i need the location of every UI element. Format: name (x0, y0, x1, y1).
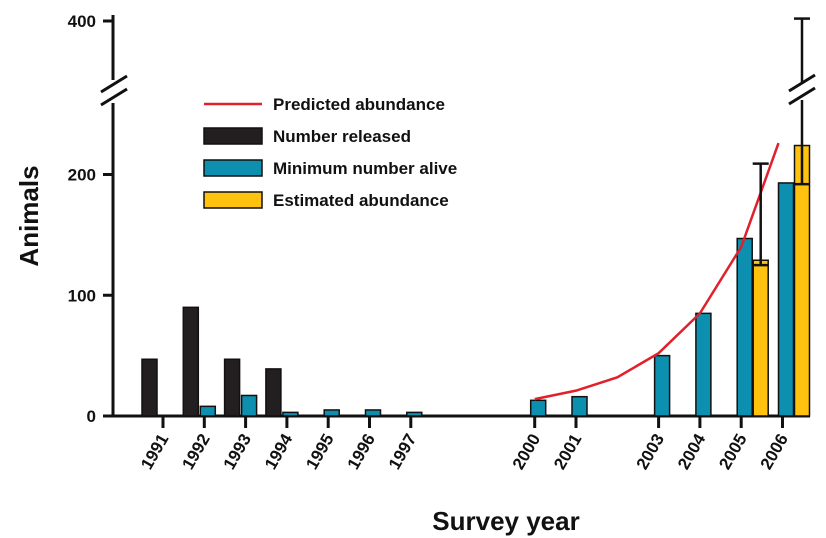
x-tick-label: 1992 (178, 431, 213, 473)
x-tick-label: 2003 (633, 431, 668, 473)
legend-label: Minimum number alive (273, 159, 457, 178)
x-tick-label: 1993 (220, 431, 255, 473)
bar-minimum-number-alive (364, 409, 382, 417)
bar-minimum-number-alive (736, 237, 753, 417)
bar-estimated-abundance (793, 144, 811, 417)
bar-minimum-number-alive (571, 395, 588, 417)
y-tick-labels: 0 100 200 400 (68, 12, 96, 426)
x-tick-label: 2006 (757, 431, 792, 473)
bars (141, 144, 811, 417)
y-axis-break-mark (100, 74, 128, 94)
bar-minimum-number-alive (653, 354, 671, 417)
x-tick-label: 2001 (550, 431, 585, 473)
error-bars (752, 17, 816, 267)
x-axis-title: Survey year (432, 506, 579, 536)
bar-number-released (182, 306, 200, 417)
bar-number-released (265, 368, 282, 417)
bar-minimum-number-alive (240, 394, 258, 417)
y-tick-label: 0 (87, 407, 96, 426)
bar-minimum-number-alive (406, 411, 423, 417)
legend-swatch (203, 159, 263, 177)
x-tick-label: 2000 (509, 431, 544, 473)
bar-minimum-number-alive (529, 399, 547, 417)
bar-minimum-number-alive (323, 409, 340, 417)
x-tick-label: 1996 (344, 431, 379, 473)
x-tick-label: 2005 (715, 431, 750, 473)
x-tick-label: 1994 (261, 430, 297, 473)
bar-number-released (141, 358, 158, 417)
x-tick-label: 2004 (674, 430, 710, 473)
bar-minimum-number-alive (695, 312, 712, 417)
legend-label: Number released (273, 127, 411, 146)
error-bar-break-mark (788, 86, 816, 106)
predicted-line-layer (534, 142, 780, 401)
y-tick-label: 200 (68, 166, 96, 185)
predicted-abundance-line (534, 142, 780, 401)
bar-minimum-number-alive (282, 411, 299, 417)
y-axis-break-mark (100, 87, 128, 107)
legend-label: Predicted abundance (273, 95, 445, 114)
bar-minimum-number-alive (777, 182, 795, 417)
legend-swatch (203, 191, 263, 209)
x-tick-label: 1995 (302, 431, 337, 473)
bar-minimum-number-alive (199, 405, 217, 417)
y-axis-title: Animals (14, 165, 44, 266)
y-tick-label: 100 (68, 286, 96, 305)
bar-estimated-abundance (752, 259, 769, 417)
legend-label: Estimated abundance (273, 191, 449, 210)
x-tick-labels: 1991 1992 1993 1994 1995 1996 1997 2000 2001 2003… (137, 430, 792, 473)
y-tick-label: 400 (68, 12, 96, 31)
x-tick-label: 1997 (385, 431, 420, 473)
error-bar-break-mark (788, 73, 816, 93)
x-tick-label: 1991 (137, 431, 172, 473)
legend-swatch (203, 127, 263, 145)
bar-number-released (223, 358, 241, 417)
legend: Predicted abundance Number released Minimu… (203, 95, 457, 210)
